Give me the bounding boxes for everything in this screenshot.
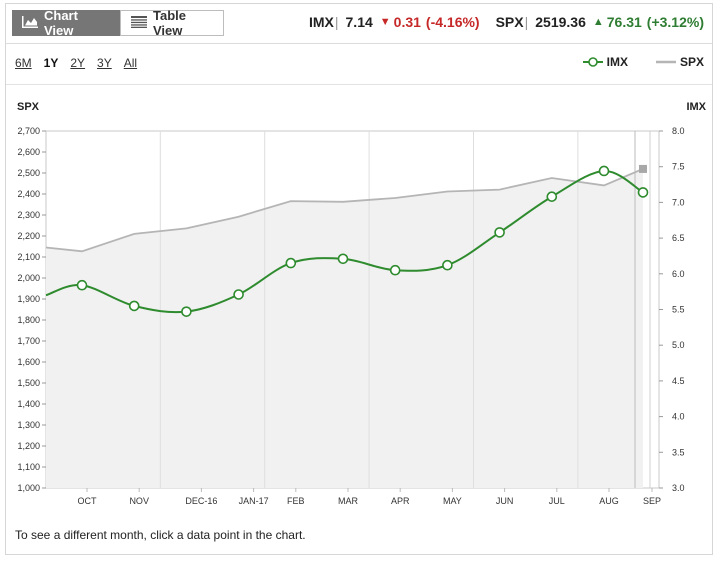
right-tick-label: 7.0 bbox=[672, 197, 685, 207]
right-tick-label: 6.0 bbox=[672, 269, 685, 279]
table-view-button[interactable]: Table View bbox=[120, 8, 224, 38]
legend-spx[interactable]: SPX bbox=[655, 55, 704, 69]
left-tick-label: 2,700 bbox=[17, 126, 40, 136]
left-tick-label: 2,100 bbox=[17, 252, 40, 262]
chart-view-label: Chart View bbox=[44, 8, 78, 38]
spx-legend-icon bbox=[655, 60, 676, 64]
left-tick-label: 1,000 bbox=[17, 483, 40, 493]
left-axis-title: SPX bbox=[17, 101, 40, 113]
quote-strip: IMX | 7.14 ▼ 0.31 (-4.16%) SPX | 2519.36… bbox=[309, 14, 704, 30]
x-tick-label: FEB bbox=[287, 496, 305, 506]
chart-icon bbox=[22, 15, 38, 31]
imx-point[interactable] bbox=[442, 259, 453, 271]
imx-value: 7.14 bbox=[345, 14, 373, 30]
left-tick-label: 1,200 bbox=[17, 441, 40, 451]
spx-marker bbox=[639, 164, 647, 173]
divider bbox=[6, 84, 712, 85]
footnote: To see a different month, click a data p… bbox=[15, 528, 306, 542]
down-arrow-icon: ▼ bbox=[379, 16, 391, 28]
imx-legend-icon bbox=[582, 57, 603, 67]
range-3y[interactable]: 3Y bbox=[97, 56, 112, 70]
x-tick-label: APR bbox=[391, 496, 410, 506]
left-tick-label: 1,500 bbox=[17, 378, 40, 388]
range-selector: 6M 1Y 2Y 3Y All bbox=[15, 56, 149, 70]
right-tick-label: 6.5 bbox=[672, 233, 685, 243]
left-tick-label: 2,300 bbox=[17, 210, 40, 220]
right-tick-label: 5.5 bbox=[672, 305, 685, 315]
left-tick-label: 2,500 bbox=[17, 168, 40, 178]
legend-spx-label: SPX bbox=[679, 55, 704, 69]
x-tick-label: JUL bbox=[549, 496, 565, 506]
legend-imx-label: IMX bbox=[606, 55, 628, 69]
left-tick-label: 1,800 bbox=[17, 315, 40, 325]
imx-point[interactable] bbox=[598, 165, 610, 177]
imx-point[interactable] bbox=[181, 306, 192, 317]
right-tick-label: 7.5 bbox=[672, 162, 685, 172]
left-tick-label: 2,000 bbox=[17, 273, 40, 283]
left-tick-label: 2,400 bbox=[17, 189, 40, 199]
right-tick-label: 4.5 bbox=[672, 376, 685, 386]
spx-area bbox=[46, 168, 643, 488]
right-tick-label: 5.0 bbox=[672, 340, 685, 350]
left-tick-label: 1,700 bbox=[17, 336, 40, 346]
left-tick-label: 1,300 bbox=[17, 420, 40, 430]
table-view-label: Table View bbox=[153, 8, 186, 38]
left-tick-label: 1,100 bbox=[17, 462, 40, 472]
imx-change: 0.31 bbox=[393, 14, 421, 30]
right-tick-label: 3.5 bbox=[672, 447, 685, 457]
range-1y[interactable]: 1Y bbox=[43, 56, 59, 70]
right-tick-label: 8.0 bbox=[672, 126, 685, 136]
chart-widget: Chart View Table View IMX | 7.14 ▼ 0.31 … bbox=[5, 3, 713, 555]
spx-symbol: SPX bbox=[495, 14, 524, 30]
spx-value: 2519.36 bbox=[535, 14, 586, 30]
legend-imx[interactable]: IMX bbox=[582, 55, 628, 69]
range-all[interactable]: All bbox=[123, 56, 138, 70]
x-tick-label: MAR bbox=[338, 496, 359, 506]
left-tick-label: 2,200 bbox=[17, 231, 40, 241]
table-icon bbox=[131, 15, 147, 31]
spx-line bbox=[45, 168, 644, 253]
top-bar: Chart View Table View IMX | 7.14 ▼ 0.31 … bbox=[6, 4, 712, 44]
range-6m[interactable]: 6M bbox=[15, 56, 32, 70]
right-tick-label: 4.0 bbox=[672, 412, 685, 422]
up-arrow-icon: ▲ bbox=[592, 16, 604, 28]
imx-point[interactable] bbox=[128, 300, 140, 312]
imx-point[interactable] bbox=[389, 264, 401, 276]
x-tick-label: JUN bbox=[496, 496, 514, 506]
x-tick-label: JAN-17 bbox=[239, 496, 269, 506]
x-tick-label: DEC-16 bbox=[185, 496, 217, 506]
view-toggle: Chart View Table View bbox=[12, 8, 224, 38]
chart-view-button[interactable]: Chart View bbox=[12, 8, 120, 38]
right-axis-title: IMX bbox=[686, 101, 706, 113]
imx-point[interactable] bbox=[337, 253, 349, 265]
imx-point[interactable] bbox=[76, 279, 88, 291]
left-tick-label: 1,600 bbox=[17, 357, 40, 367]
imx-change-pct: (-4.16%) bbox=[425, 14, 480, 30]
imx-point[interactable] bbox=[233, 289, 244, 300]
separator: | bbox=[334, 14, 339, 30]
x-tick-label: NOV bbox=[129, 496, 149, 506]
imx-symbol: IMX bbox=[308, 14, 334, 30]
range-2y[interactable]: 2Y bbox=[70, 56, 86, 70]
imx-point[interactable] bbox=[494, 227, 505, 238]
x-tick-label: OCT bbox=[78, 496, 98, 506]
left-tick-label: 2,600 bbox=[17, 147, 40, 157]
legend: IMX SPX bbox=[555, 55, 704, 69]
imx-point[interactable] bbox=[637, 187, 649, 198]
x-tick-label: SEP bbox=[643, 496, 661, 506]
imx-point[interactable] bbox=[285, 257, 297, 269]
imx-point[interactable] bbox=[546, 191, 558, 202]
right-tick-label: 3.0 bbox=[672, 483, 685, 493]
x-tick-label: AUG bbox=[599, 496, 619, 506]
separator: | bbox=[524, 14, 529, 30]
spx-change: 76.31 bbox=[606, 14, 642, 30]
spx-change-pct: (+3.12%) bbox=[646, 14, 704, 30]
x-tick-label: MAY bbox=[443, 496, 462, 506]
chart-plot: 2,700 2,600 2,500 2,400 2,300 2,200 2,100 2,000… bbox=[17, 126, 685, 506]
left-tick-label: 1,400 bbox=[17, 399, 40, 409]
left-tick-label: 1,900 bbox=[17, 294, 40, 304]
